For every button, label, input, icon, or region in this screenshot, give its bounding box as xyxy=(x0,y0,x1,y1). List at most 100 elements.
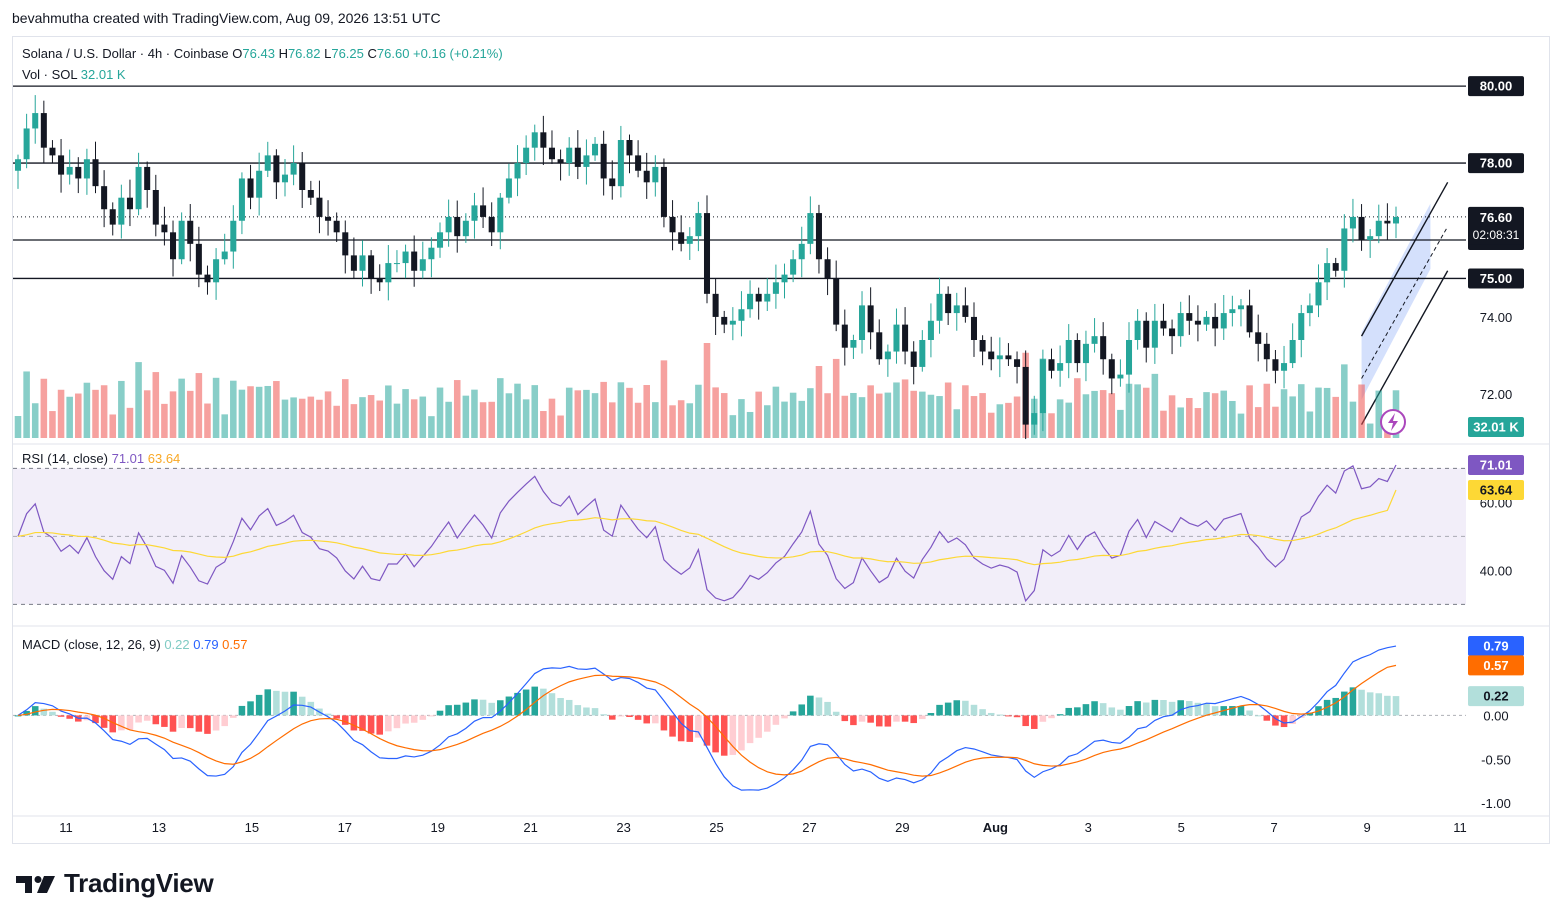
macd-histogram-bar xyxy=(1392,696,1400,716)
macd-histogram-bar xyxy=(1065,707,1072,716)
candle-body xyxy=(970,316,978,340)
volume-bar xyxy=(1358,384,1365,438)
macd-histogram-bar xyxy=(393,715,401,729)
macd-hist-badge-bg xyxy=(1468,686,1524,707)
tradingview-logo[interactable]: TradingView xyxy=(14,868,214,899)
volume-bar xyxy=(772,386,780,438)
candle-body xyxy=(721,316,728,325)
volume-bar xyxy=(307,396,315,438)
time-label-3: 17 xyxy=(338,820,352,835)
volume-bar xyxy=(221,414,228,438)
candle-body xyxy=(1375,220,1382,237)
macd-histogram-bar xyxy=(1366,692,1374,716)
volume-bar xyxy=(204,403,211,438)
candle-body xyxy=(462,220,469,237)
candle-body xyxy=(316,197,323,217)
macd-histogram-bar xyxy=(49,711,56,716)
macd-histogram-bar xyxy=(1160,699,1167,716)
macd-histogram-bar xyxy=(695,715,702,738)
volume-bar xyxy=(850,392,857,438)
candle-body xyxy=(902,324,909,352)
volume-bar xyxy=(746,411,754,438)
rsi-value-badge-bg xyxy=(1468,454,1524,475)
candle-body xyxy=(1332,263,1339,271)
volume-bar xyxy=(410,399,418,438)
volume-bar xyxy=(1125,383,1133,438)
candle-body xyxy=(1263,343,1270,360)
candle-body xyxy=(1349,216,1356,229)
candle-body xyxy=(1031,413,1038,425)
macd-histogram-bar xyxy=(1306,712,1314,716)
countdown-label: 02:08:31 xyxy=(1473,228,1520,242)
macd-histogram-bar xyxy=(367,715,375,734)
macd-histogram-bar xyxy=(996,714,1004,716)
volume-bar xyxy=(807,388,814,438)
candle-body xyxy=(281,174,289,183)
candle-body xyxy=(273,155,280,183)
macd-histogram-bar xyxy=(350,715,358,731)
candle-body xyxy=(1134,320,1141,340)
macd-histogram-bar xyxy=(1280,715,1288,728)
last-price-badge-bg xyxy=(1468,206,1524,245)
volume-bar xyxy=(875,393,883,438)
candle-body xyxy=(1212,316,1219,329)
volume-bar xyxy=(350,404,358,438)
macd-histogram-bar xyxy=(1039,715,1047,722)
volume-bar xyxy=(953,409,961,438)
macd-histogram-bar xyxy=(453,704,461,716)
candle-body xyxy=(436,232,444,248)
volume-bar xyxy=(1065,402,1072,438)
candle-body xyxy=(23,128,30,160)
macd-histogram-bar xyxy=(307,701,315,716)
volume-bar xyxy=(540,411,547,438)
macd-histogram-bar xyxy=(798,704,806,716)
candle-body xyxy=(781,274,788,283)
volume-bar xyxy=(359,397,366,438)
volume-bar xyxy=(738,399,745,438)
candle-body xyxy=(14,159,22,171)
volume-bar xyxy=(979,393,986,438)
candle-body xyxy=(1108,359,1115,379)
candle-body xyxy=(402,251,409,264)
macd-histogram-bar xyxy=(815,697,823,716)
time-label-4: 19 xyxy=(430,820,444,835)
volume-bar xyxy=(789,392,797,438)
candle-body xyxy=(152,190,159,225)
volume-bar xyxy=(1297,384,1305,438)
macd-histogram-bar xyxy=(1229,706,1236,716)
candle-body xyxy=(325,216,332,221)
candle-body xyxy=(230,220,237,252)
volume-bar xyxy=(677,400,685,438)
candle-body xyxy=(411,251,418,271)
macd-histogram-bar xyxy=(875,715,883,727)
macd-histogram-bar xyxy=(970,704,978,716)
macd-legend: MACD (close, 12, 26, 9) 0.22 0.79 0.57 xyxy=(22,637,247,652)
macd-histogram-bar xyxy=(264,689,272,716)
candle-body xyxy=(772,282,779,294)
macd-line xyxy=(17,645,1397,791)
macd-histogram-bar xyxy=(548,693,556,716)
volume-bar xyxy=(824,393,831,438)
candle-body xyxy=(798,243,805,260)
macd-histogram-bar xyxy=(135,715,142,723)
candle-body xyxy=(738,309,745,321)
candle-body xyxy=(652,166,659,183)
channel-mid-line xyxy=(1361,226,1449,379)
macd-histogram-bar xyxy=(522,689,530,716)
macd-histogram-bar xyxy=(669,715,676,737)
volume-bar xyxy=(557,415,564,438)
macd-histogram-bar xyxy=(204,715,211,734)
macd-histogram-bar xyxy=(436,710,444,716)
candle-body xyxy=(1203,316,1210,325)
candle-body xyxy=(669,216,676,233)
macd-histogram-bar xyxy=(100,715,108,728)
volume-bar xyxy=(479,402,487,438)
candle-body xyxy=(833,278,840,325)
macd-histogram-bar xyxy=(660,715,668,731)
candle-body xyxy=(548,147,555,160)
macd-histogram-bar xyxy=(290,691,297,716)
macd-hist-badge: 0.22 xyxy=(1483,689,1508,704)
macd-histogram-bar xyxy=(600,714,607,716)
volume-bar xyxy=(695,384,702,438)
